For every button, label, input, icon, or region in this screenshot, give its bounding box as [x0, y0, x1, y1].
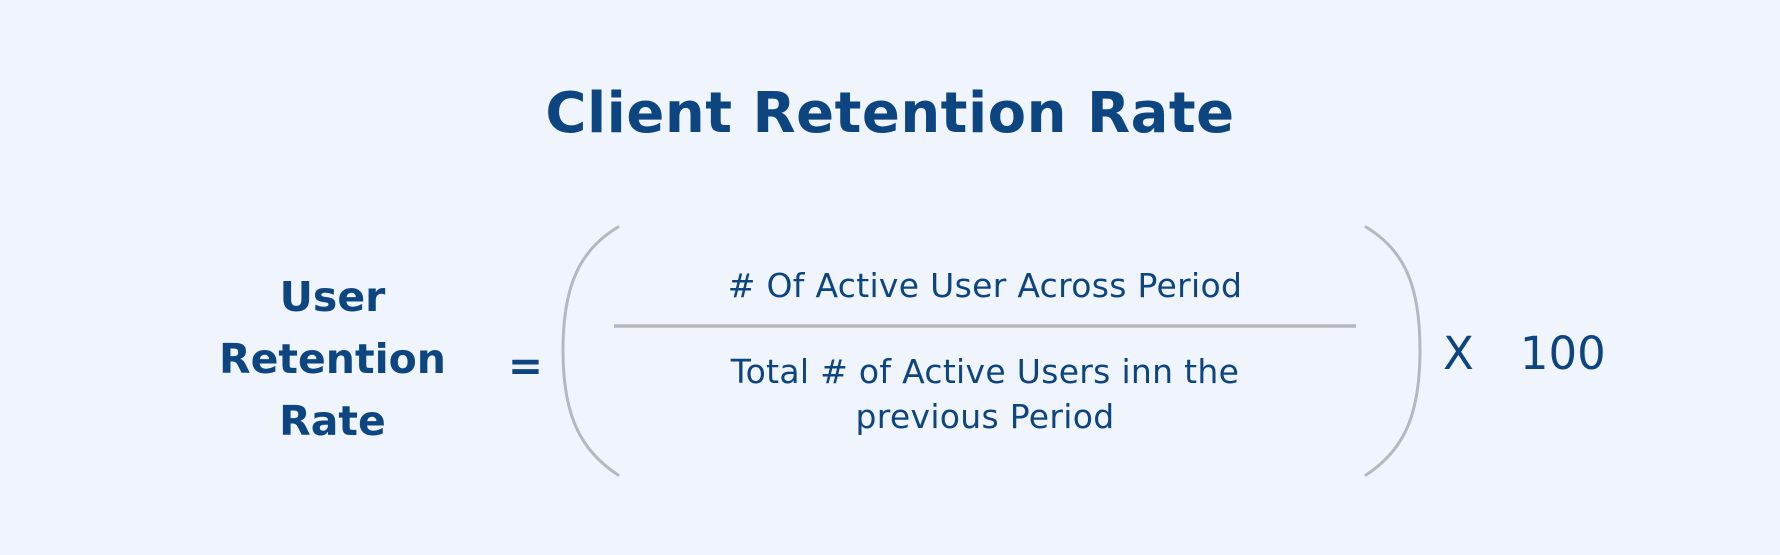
multiplier-value: 100: [1519, 327, 1606, 380]
lhs-line-1: User: [279, 273, 386, 321]
denominator-line-2: previous Period: [855, 397, 1115, 436]
lhs-line-2: Retention: [219, 335, 446, 383]
fraction-denominator: Total # of Active Users inn the previous…: [614, 349, 1356, 439]
diagram-title: Client Retention Rate: [545, 81, 1235, 146]
fraction-numerator: # Of Active User Across Period: [727, 266, 1243, 305]
formula-left-side: User Retention Rate: [190, 266, 475, 452]
left-parenthesis: [561, 225, 620, 477]
equals-sign: =: [507, 341, 544, 390]
denominator-line-1: Total # of Active Users inn the: [730, 352, 1240, 391]
lhs-line-3: Rate: [279, 397, 386, 445]
multiplier-term: X 100: [1443, 324, 1606, 384]
multiply-symbol: X: [1443, 327, 1474, 380]
right-parenthesis: [1364, 225, 1422, 477]
